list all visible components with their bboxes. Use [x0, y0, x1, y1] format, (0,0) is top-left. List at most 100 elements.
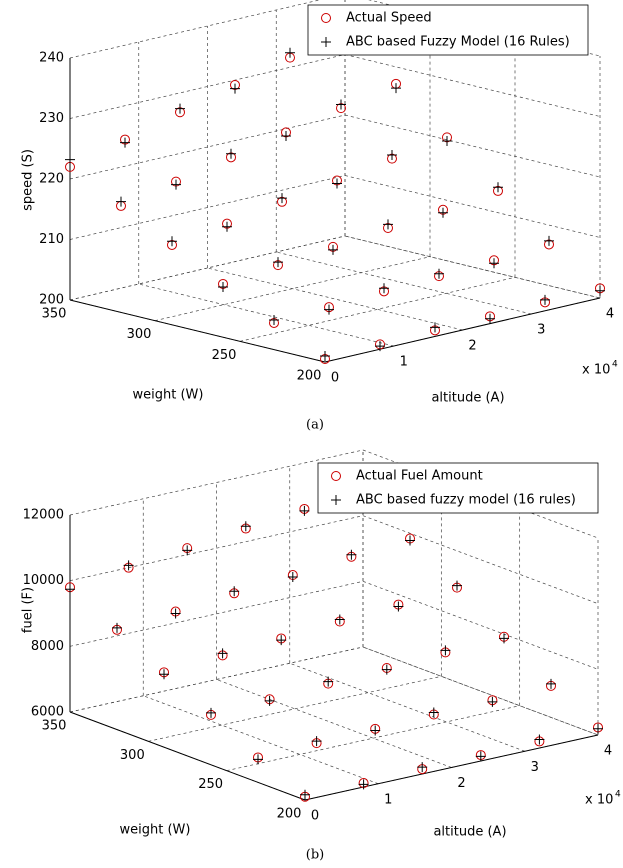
z-tick-label: 200 [39, 293, 64, 308]
grid-line [69, 54, 346, 119]
x-tick-label: 3 [537, 323, 545, 338]
marker-plus [226, 148, 236, 159]
marker-plus [379, 283, 389, 294]
caption: (b) [306, 848, 324, 863]
z-axis-label: fuel (F) [21, 587, 36, 633]
marker-plus [229, 586, 240, 597]
grid-line [69, 515, 364, 582]
marker-plus [182, 545, 193, 556]
marker-plus [534, 734, 545, 745]
grid-line [362, 515, 599, 604]
marker-plus [430, 322, 440, 333]
y-axis-label: weight (W) [133, 388, 204, 403]
grid-line [289, 662, 525, 752]
grid-line [138, 283, 394, 347]
x-multiplier: x 10 [585, 793, 613, 808]
marker-plus [112, 622, 122, 633]
x-tick-label: 0 [311, 809, 319, 824]
marker-plus [65, 154, 75, 165]
x-multiplier-exponent: 4 [615, 790, 621, 800]
grid-line [148, 675, 442, 742]
grid-line [239, 276, 516, 342]
marker-plus [475, 751, 486, 762]
marker-plus [281, 131, 291, 142]
marker-plus [499, 633, 509, 644]
x-tick-label: 3 [531, 760, 539, 775]
marker-plus [438, 207, 448, 218]
marker-plus [391, 83, 401, 94]
marker-plus [331, 495, 341, 505]
grid-line [344, 175, 601, 238]
marker-plus [321, 37, 331, 47]
z-tick-label: 8000 [31, 639, 64, 654]
marker-plus [387, 150, 397, 161]
marker-plus [440, 645, 451, 656]
marker-plus [287, 571, 298, 582]
y-tick-label: 350 [42, 719, 67, 734]
y-tick-label: 300 [120, 748, 145, 763]
marker-plus [336, 99, 346, 110]
x-tick-label: 1 [384, 792, 392, 807]
marker-plus [230, 83, 240, 94]
marker-plus [217, 648, 228, 659]
marker-plus [299, 505, 310, 516]
marker-plus [393, 601, 404, 612]
marker-plus [434, 268, 444, 279]
marker-plus [375, 341, 385, 352]
x-tick-label: 1 [400, 355, 408, 370]
grid-line [154, 256, 431, 322]
grid-line [69, 175, 346, 240]
legend-label: Actual Fuel Amount [356, 469, 483, 484]
legend-box [307, 4, 589, 56]
x-multiplier: x 10 [582, 363, 610, 378]
x-axis-label: altitude (A) [431, 391, 504, 406]
marker-plus [206, 707, 216, 718]
marker-plus [116, 196, 126, 207]
z-axis-label: speed (S) [21, 149, 36, 211]
x-axis [324, 297, 601, 363]
grid-line [69, 0, 321, 59]
marker-plus [320, 350, 330, 361]
marker-plus [595, 285, 605, 296]
marker-plus [311, 736, 322, 747]
grid-line [143, 695, 379, 785]
marker-plus [269, 314, 279, 325]
y-tick-label: 250 [198, 777, 223, 792]
y-tick-label: 200 [297, 369, 322, 384]
marker-plus [487, 696, 498, 707]
marker-plus [222, 221, 232, 232]
marker-plus [285, 47, 295, 58]
marker-plus [170, 608, 181, 619]
x-axis-label: altitude (A) [433, 825, 506, 840]
marker-plus [540, 294, 550, 305]
marker-plus [358, 779, 369, 790]
grid-line [344, 114, 601, 178]
marker-circle [331, 471, 341, 481]
z-tick-label: 6000 [31, 705, 64, 720]
grid-line [362, 581, 599, 670]
marker-plus [546, 678, 556, 689]
marker-plus [120, 137, 130, 148]
marker-plus [218, 281, 228, 292]
marker-plus [489, 258, 499, 269]
marker-plus [370, 725, 381, 736]
legend-label: Actual Speed [346, 11, 432, 26]
grid-line [69, 580, 364, 647]
y-axis-label: weight (W) [120, 823, 191, 838]
z-tick-label: 10000 [23, 573, 64, 588]
y-tick-label: 200 [277, 807, 302, 822]
marker-plus [452, 580, 462, 591]
marker-plus [253, 754, 263, 765]
grid-line [226, 705, 520, 772]
marker-plus [324, 304, 334, 315]
marker-plus [276, 635, 287, 646]
caption: (a) [306, 418, 324, 433]
marker-plus [332, 178, 342, 189]
marker-circle [321, 13, 331, 23]
grid-line [344, 54, 601, 117]
marker-plus [65, 584, 75, 595]
marker-plus [383, 219, 393, 230]
y-tick-label: 350 [42, 307, 67, 322]
grid-line [344, 235, 601, 299]
